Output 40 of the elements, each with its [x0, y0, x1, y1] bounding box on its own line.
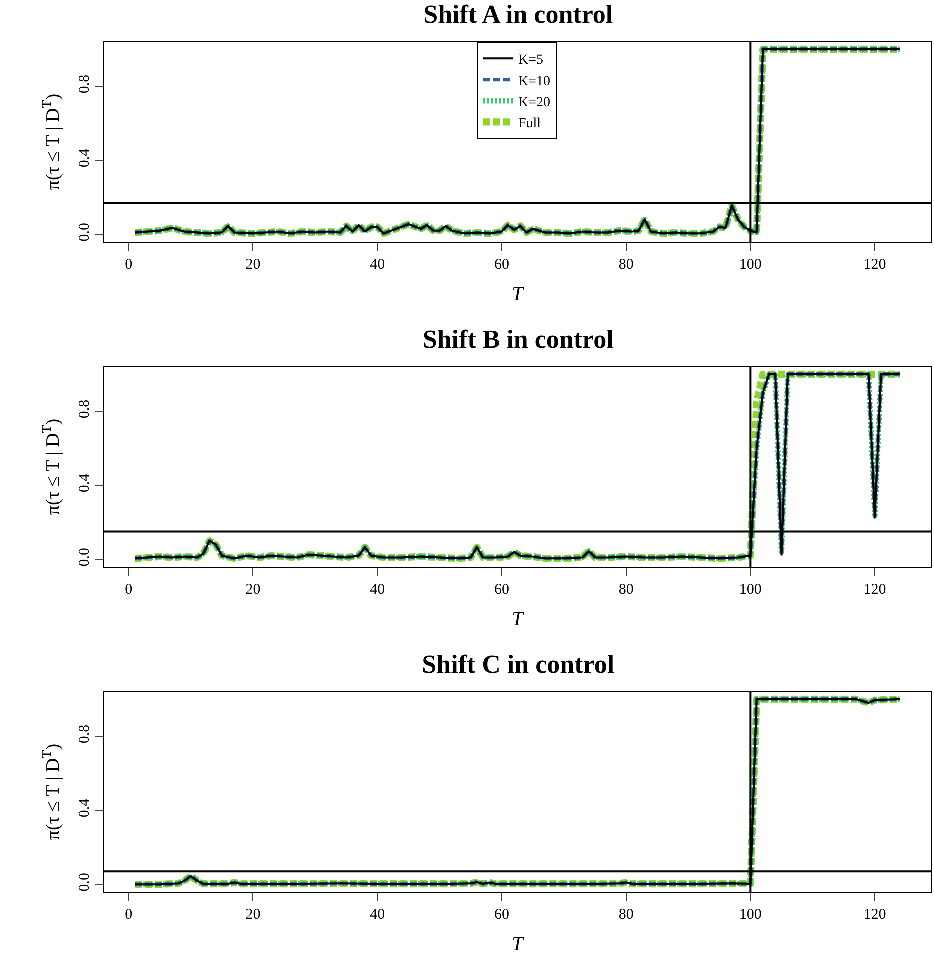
x-axis-title: T [512, 608, 525, 630]
x-axis-title: T [512, 284, 525, 306]
chart-title: Shift C in control [422, 650, 615, 680]
x-tick-label: 120 [864, 582, 886, 598]
x-axis-title: T [512, 934, 525, 956]
y-tick-label: 0.0 [77, 872, 93, 892]
x-tick-label: 60 [494, 582, 510, 598]
x-tick-label: 20 [246, 257, 261, 273]
y-tick-label: 0.0 [77, 548, 93, 567]
y-tick-label: 0.8 [77, 400, 93, 419]
x-tick-label: 120 [864, 257, 886, 273]
x-tick-label: 20 [246, 907, 261, 923]
x-tick-label: 40 [370, 582, 386, 598]
y-tick-label: 0.4 [77, 473, 93, 493]
x-tick-label: 80 [618, 582, 634, 598]
y-tick-label: 0.4 [77, 798, 93, 818]
y-tick-label: 0.0 [77, 222, 93, 242]
x-tick-label: 60 [494, 907, 510, 923]
legend-label: K=20 [518, 95, 551, 110]
x-tick-label: 20 [246, 582, 261, 598]
x-tick-label: 80 [618, 257, 634, 273]
x-tick-label: 40 [370, 907, 386, 923]
y-tick-label: 0.8 [77, 724, 93, 744]
x-tick-label: 100 [739, 257, 762, 273]
x-tick-label: 60 [494, 257, 510, 273]
x-tick-label: 0 [125, 907, 133, 923]
y-tick-label: 0.4 [77, 148, 93, 168]
y-tick-label: 0.8 [77, 74, 93, 94]
x-tick-label: 100 [739, 582, 762, 598]
x-tick-label: 0 [125, 257, 133, 273]
legend-label: Full [518, 116, 542, 132]
chart-title: Shift B in control [422, 325, 614, 354]
x-tick-label: 120 [864, 907, 886, 923]
legend-label: K=10 [518, 74, 551, 90]
x-tick-label: 80 [618, 907, 634, 923]
x-tick-label: 40 [370, 257, 386, 273]
legend-label: K=5 [518, 53, 544, 68]
x-tick-label: 0 [125, 582, 133, 598]
x-tick-label: 100 [739, 907, 762, 923]
chart-title: Shift A in control [424, 0, 614, 30]
